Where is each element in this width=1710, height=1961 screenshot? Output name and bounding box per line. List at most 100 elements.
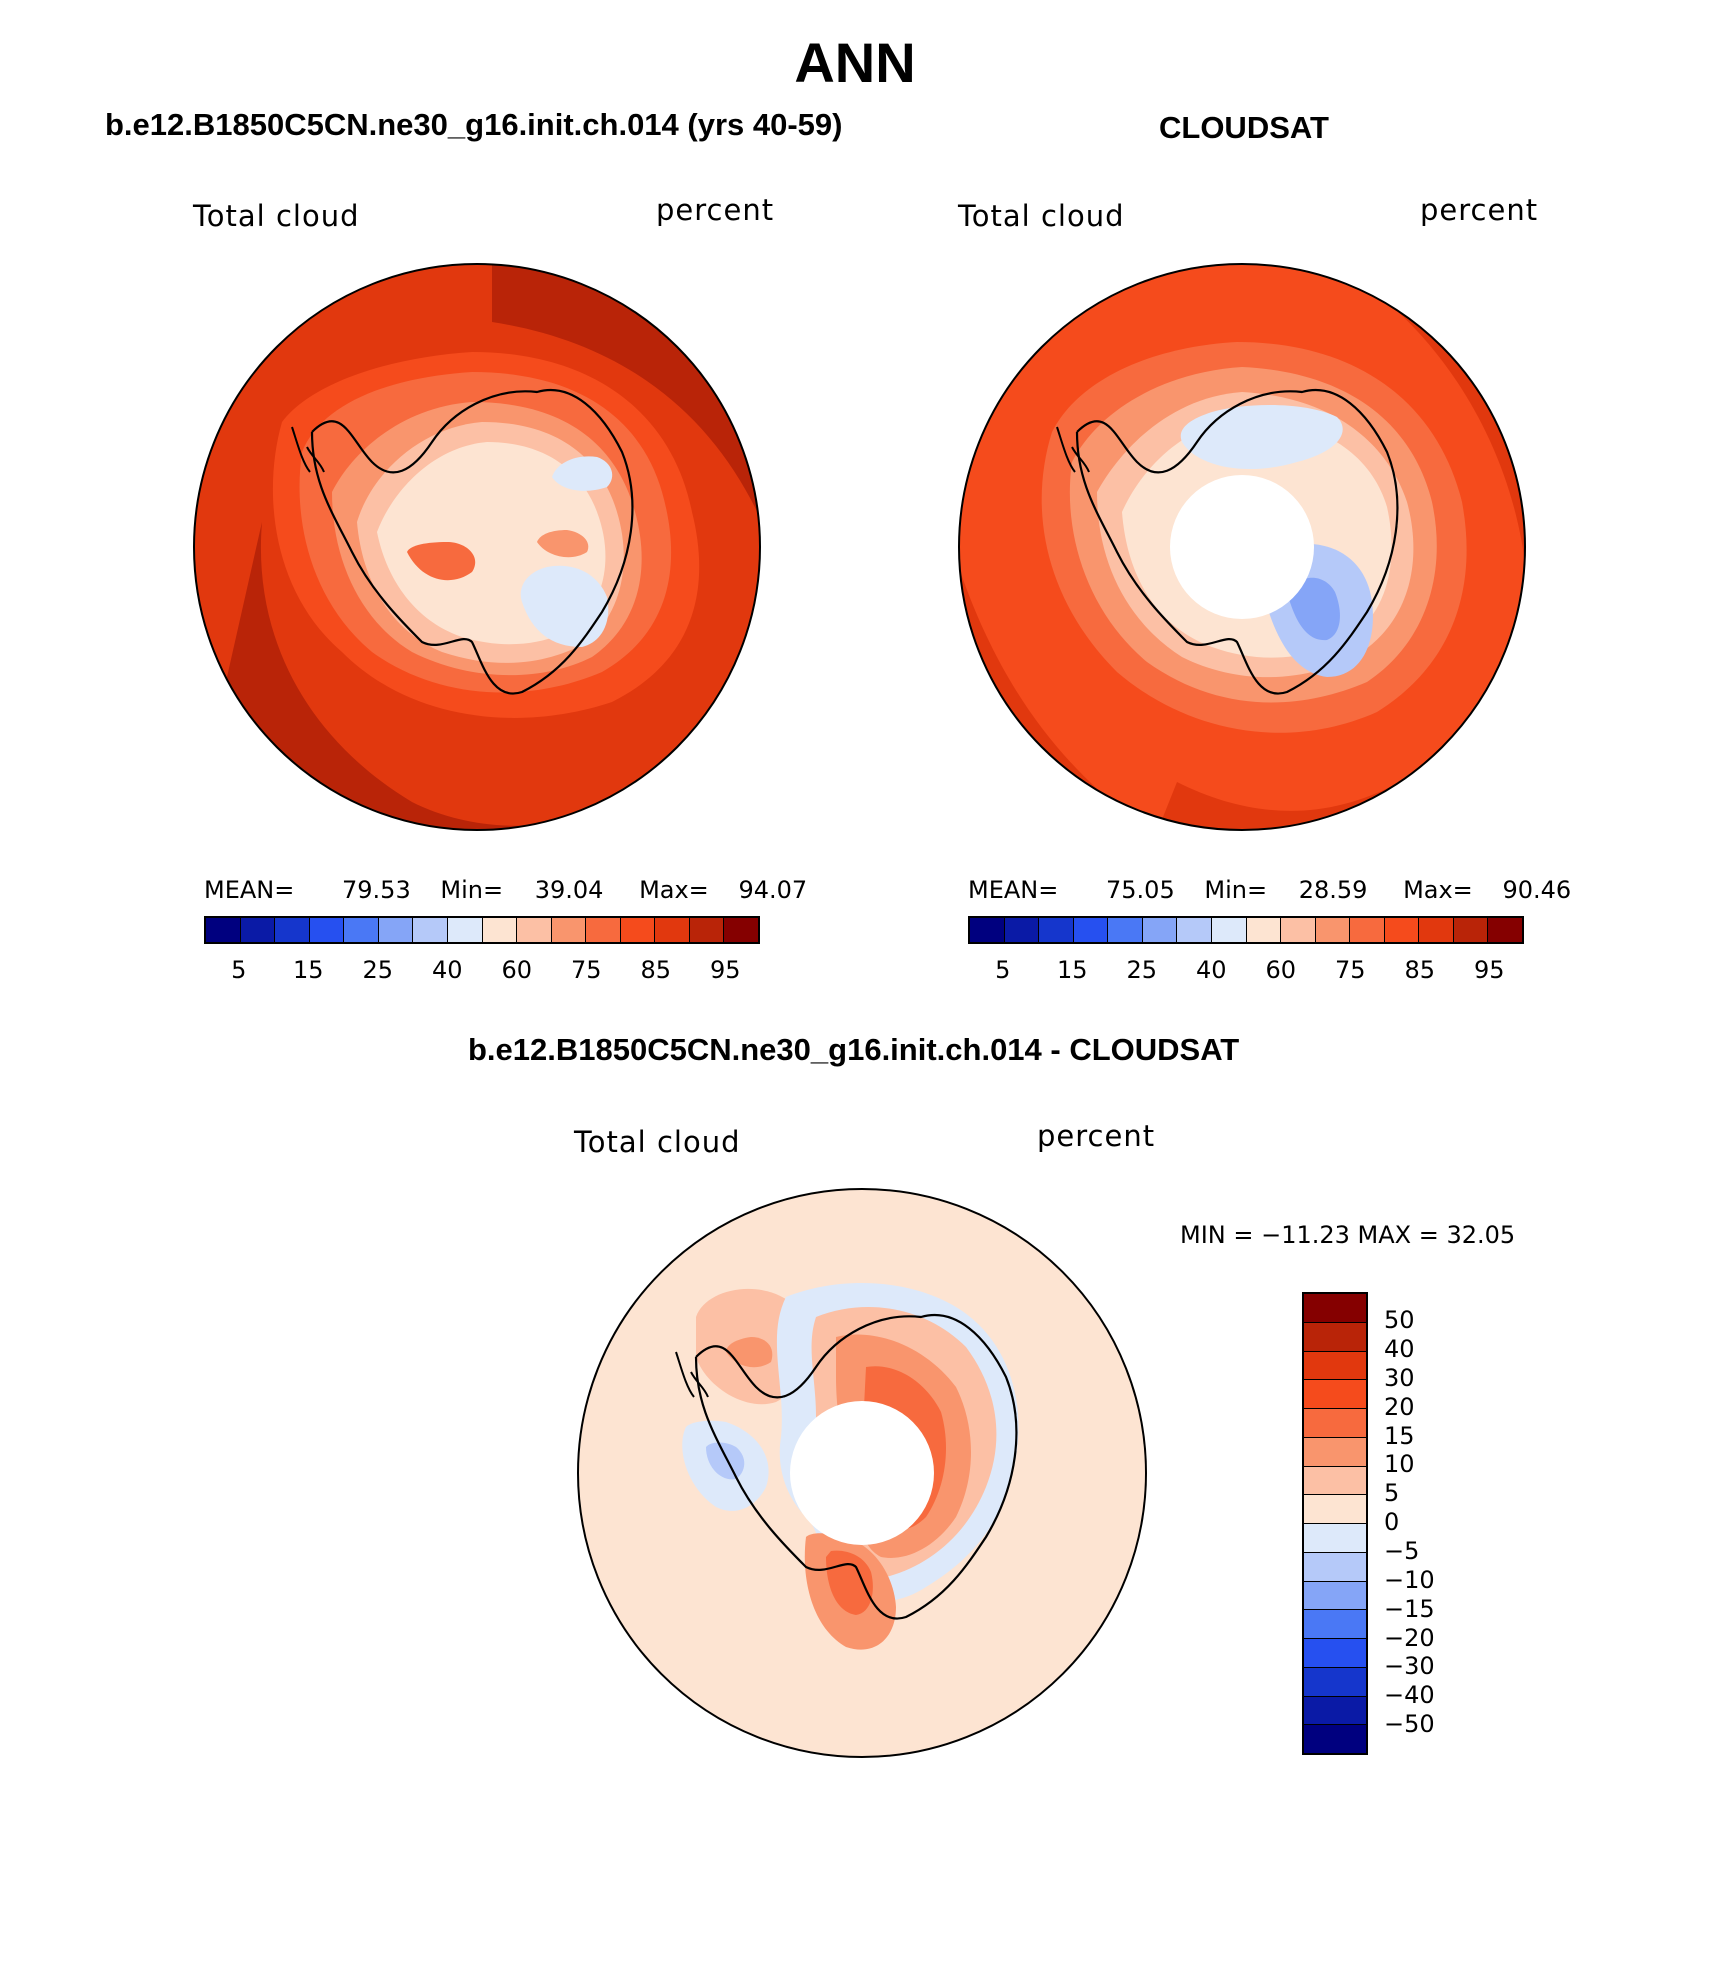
colorbar-swatch [1304, 1667, 1366, 1697]
colorbar-swatch [586, 918, 621, 942]
colorbar-swatch [1073, 918, 1109, 942]
diff-tick-label: −20 [1384, 1624, 1435, 1652]
colorbar-swatch [1304, 1524, 1366, 1553]
colorbar-swatch [344, 918, 379, 942]
colorbar-swatch [378, 918, 414, 942]
diff-tick-label: −10 [1384, 1566, 1435, 1594]
colorbar-swatch [413, 918, 448, 942]
colorbar-swatch [482, 918, 518, 942]
right-tick-label: 95 [1473, 956, 1505, 984]
right-variable-label: Total cloud [958, 199, 1125, 233]
diff-tick-label: 50 [1384, 1306, 1415, 1334]
right-polar-map [958, 263, 1526, 831]
right-colorbar-ticks: 5 15 25 40 60 75 85 95 [968, 956, 1524, 986]
colorbar-swatch [1246, 918, 1282, 942]
diff-panel-title: b.e12.B1850C5CN.ne30_g16.init.ch.014 - C… [468, 1032, 1240, 1067]
right-tick-label: 15 [1056, 956, 1088, 984]
colorbar-swatch [1142, 918, 1178, 942]
diff-tick-label: 30 [1384, 1364, 1415, 1392]
colorbar-swatch [724, 918, 758, 942]
colorbar-swatch [1488, 918, 1522, 942]
left-tick-label: 95 [709, 956, 741, 984]
left-mean-value: 79.53 [342, 876, 411, 904]
right-units-label: percent [1420, 193, 1539, 227]
right-max-value: 90.46 [1502, 876, 1572, 904]
colorbar-swatch [309, 918, 345, 942]
colorbar-swatch [1304, 1294, 1366, 1323]
colorbar-swatch [1211, 918, 1247, 942]
diff-tick-label: −50 [1384, 1710, 1435, 1738]
left-min-value: 39.04 [534, 876, 604, 904]
diff-tick-label: −40 [1384, 1681, 1435, 1709]
right-mean-value: 75.05 [1106, 876, 1175, 904]
colorbar-swatch [1453, 918, 1489, 942]
diff-colorbar [1302, 1292, 1368, 1755]
colorbar-swatch [1304, 1351, 1366, 1381]
left-panel-title: b.e12.B1850C5CN.ne30_g16.init.ch.014 (yr… [105, 107, 843, 142]
colorbar-swatch [970, 918, 1005, 942]
left-tick-label: 60 [501, 956, 533, 984]
colorbar-swatch [1384, 918, 1420, 942]
colorbar-swatch [447, 918, 483, 942]
right-stats: MEAN= 75.05 Min= 28.59 Max= 90.46 [968, 876, 1571, 904]
right-min-value: 28.59 [1298, 876, 1368, 904]
colorbar-swatch [1304, 1495, 1366, 1524]
colorbar-swatch [1177, 918, 1212, 942]
diff-tick-label: 10 [1384, 1450, 1415, 1478]
diff-tick-label: 40 [1384, 1335, 1415, 1363]
left-max-label: Max= [639, 876, 709, 904]
right-tick-label: 5 [995, 956, 1011, 984]
colorbar-swatch [1108, 918, 1143, 942]
colorbar-swatch [1304, 1322, 1366, 1352]
diff-tick-label: 15 [1384, 1422, 1415, 1450]
left-tick-label: 85 [640, 956, 672, 984]
right-tick-label: 60 [1265, 956, 1297, 984]
colorbar-swatch [689, 918, 725, 942]
left-tick-label: 75 [570, 956, 602, 984]
diff-tick-label: −30 [1384, 1652, 1435, 1680]
colorbar-swatch [1304, 1380, 1366, 1409]
colorbar-swatch [1304, 1725, 1366, 1753]
left-tick-label: 5 [231, 956, 247, 984]
diff-tick-label: 20 [1384, 1393, 1415, 1421]
colorbar-swatch [1304, 1409, 1366, 1438]
left-mean-label: MEAN= [204, 876, 295, 904]
left-colorbar [204, 916, 760, 944]
colorbar-swatch [620, 918, 656, 942]
diff-tick-label: −15 [1384, 1595, 1435, 1623]
right-tick-label: 85 [1404, 956, 1436, 984]
colorbar-swatch [1315, 918, 1351, 942]
colorbar-swatch [1419, 918, 1454, 942]
colorbar-swatch [206, 918, 241, 942]
colorbar-swatch [1304, 1639, 1366, 1668]
colorbar-swatch [1004, 918, 1040, 942]
colorbar-swatch [275, 918, 310, 942]
left-polar-map [193, 263, 761, 831]
left-colorbar-ticks: 5 15 25 40 60 75 85 95 [204, 956, 760, 986]
left-tick-label: 15 [292, 956, 324, 984]
colorbar-swatch [517, 918, 552, 942]
colorbar-swatch [1281, 918, 1316, 942]
left-stats: MEAN= 79.53 Min= 39.04 Max= 94.07 [204, 876, 807, 904]
right-tick-label: 25 [1126, 956, 1158, 984]
right-min-label: Min= [1204, 876, 1268, 904]
left-tick-label: 25 [362, 956, 394, 984]
left-tick-label: 40 [431, 956, 463, 984]
colorbar-swatch [1304, 1466, 1366, 1496]
right-mean-label: MEAN= [968, 876, 1059, 904]
diff-tick-label: 5 [1384, 1479, 1400, 1507]
diff-tick-label: 0 [1384, 1508, 1400, 1536]
colorbar-swatch [1350, 918, 1385, 942]
colorbar-swatch [1304, 1696, 1366, 1726]
left-min-label: Min= [440, 876, 504, 904]
right-tick-label: 75 [1334, 956, 1366, 984]
diff-tick-label: −5 [1384, 1537, 1420, 1565]
diff-minmax: MIN = −11.23 MAX = 32.05 [1180, 1221, 1516, 1249]
right-panel-title: CLOUDSAT [1159, 110, 1329, 145]
right-max-label: Max= [1403, 876, 1473, 904]
colorbar-swatch [551, 918, 587, 942]
colorbar-swatch [1304, 1610, 1366, 1639]
colorbar-swatch [1304, 1552, 1366, 1582]
main-title: ANN [794, 31, 916, 94]
diff-variable-label: Total cloud [574, 1125, 741, 1159]
